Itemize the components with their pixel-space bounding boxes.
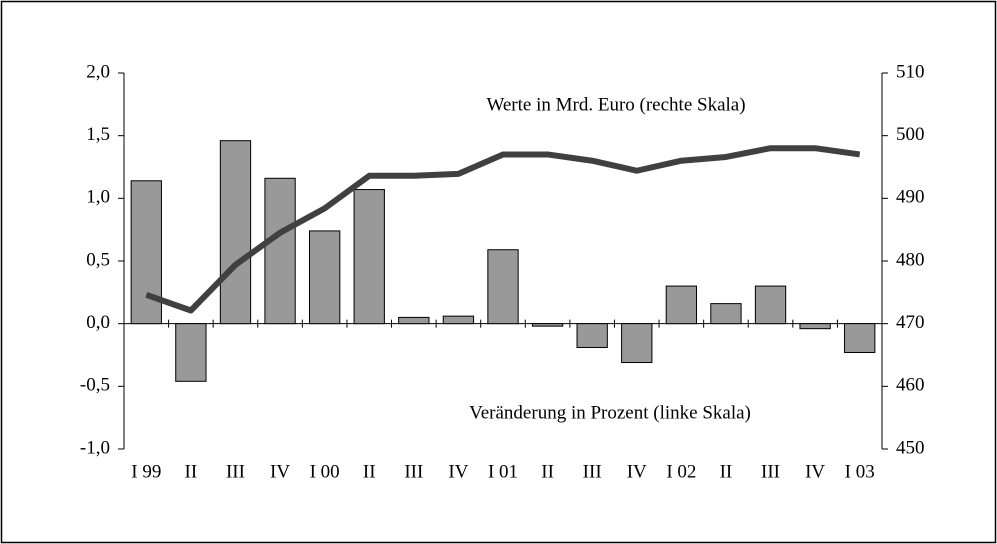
annotation: Veränderung in Prozent (linke Skala)	[469, 402, 751, 423]
bar	[844, 323, 876, 353]
bar	[665, 285, 698, 325]
bar	[398, 316, 430, 325]
bar	[308, 230, 341, 325]
x-tick-label: III	[226, 461, 245, 482]
y2-tick-label: 480	[896, 249, 925, 270]
x-tick-label: IV	[270, 461, 290, 482]
y2-tick-label: 500	[896, 124, 925, 145]
x-tick-label: IV	[448, 461, 468, 482]
bar	[353, 189, 385, 325]
y-tick-label: 2,0	[86, 61, 110, 82]
bar	[799, 323, 831, 330]
y-tick-label: -1,0	[80, 437, 110, 458]
x-tick-label: I 01	[488, 461, 518, 482]
x-tick-label: I 00	[310, 461, 340, 482]
x-tick-label: IV	[805, 461, 825, 482]
bar	[175, 323, 207, 382]
annotation: Werte in Mrd. Euro (rechte Skala)	[486, 94, 745, 115]
bar	[754, 285, 787, 325]
x-tick-label: IV	[627, 461, 647, 482]
bar	[219, 140, 252, 325]
x-tick-label: I 02	[666, 461, 696, 482]
x-tick-label: I 03	[845, 461, 875, 482]
x-tick-label: II	[720, 461, 733, 482]
bar	[531, 323, 564, 327]
y-tick-label: 0,0	[86, 312, 110, 333]
x-tick-label: II	[363, 461, 376, 482]
x-tick-label: III	[583, 461, 602, 482]
bar	[710, 303, 742, 325]
y2-tick-label: 490	[896, 187, 925, 208]
bar	[487, 249, 519, 325]
y2-tick-label: 460	[896, 375, 925, 396]
bar	[130, 180, 162, 325]
y2-tick-label: 470	[896, 312, 925, 333]
x-tick-label: I 99	[131, 461, 161, 482]
y-tick-label: 1,0	[86, 187, 110, 208]
bar	[576, 323, 608, 348]
y2-tick-label: 510	[896, 61, 925, 82]
y-tick-label: 0,5	[86, 249, 110, 270]
line	[145, 145, 861, 314]
x-tick-label: II	[541, 461, 554, 482]
x-tick-label: II	[185, 461, 198, 482]
x-tick-label: III	[761, 461, 780, 482]
bar	[264, 177, 296, 325]
y-tick-label: 1,5	[86, 124, 110, 145]
bar	[621, 323, 653, 364]
bar	[442, 315, 475, 325]
x-tick-label: III	[404, 461, 423, 482]
y2-tick-label: 450	[896, 437, 925, 458]
y-tick-label: -0,5	[80, 375, 110, 396]
